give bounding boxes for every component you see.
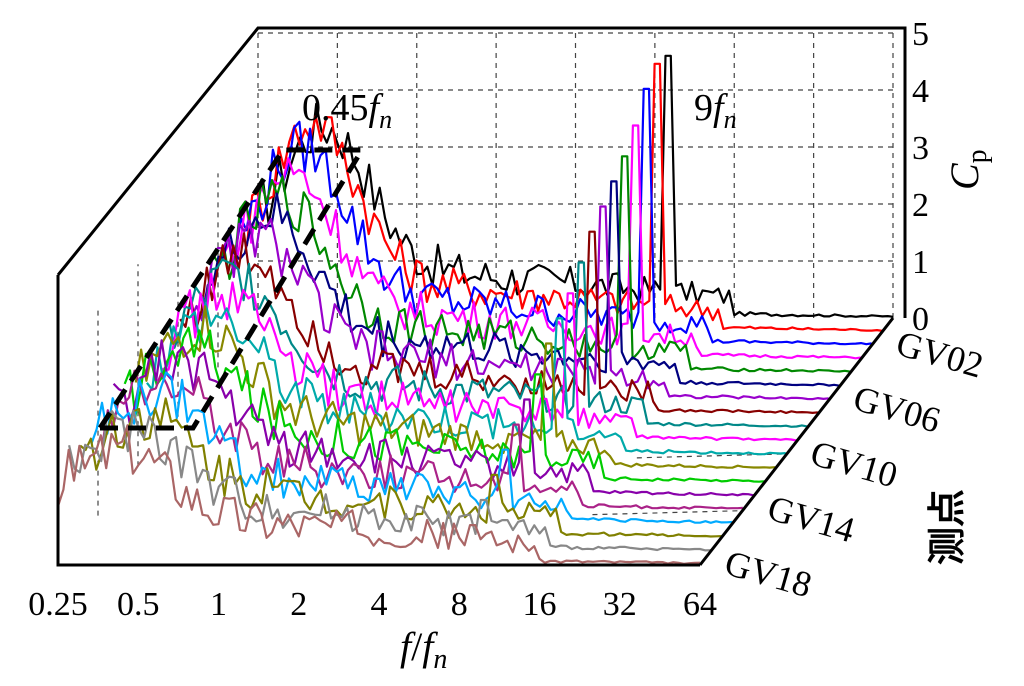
x-tick-label-8: 64 [683, 586, 717, 623]
series-line-15 [101, 369, 743, 510]
x-axis-title: f/fn [400, 624, 447, 675]
series-line-5 [212, 155, 851, 373]
z-tick-label-1: 1 [912, 244, 929, 281]
subharmonic-highlight-box [95, 147, 367, 431]
right-base-edge [698, 317, 895, 566]
z-tick-label-0: 0 [912, 301, 929, 338]
x-tick-label-2: 1 [210, 586, 227, 623]
series-line-2 [245, 62, 883, 332]
y-axis-title: 测点 [925, 489, 969, 565]
series-group [56, 54, 894, 565]
x-tick-label-7: 32 [603, 586, 637, 623]
probe-label-GV06: GV06 [849, 378, 945, 441]
x-tick-label-4: 4 [371, 586, 388, 623]
z-tick-label-5: 5 [912, 16, 929, 53]
x-tick-label-1: 0.5 [117, 586, 160, 623]
series-line-7 [190, 205, 829, 401]
probe-label-GV02: GV02 [892, 323, 988, 386]
top-edge [56, 26, 907, 318]
series-line-8 [179, 230, 819, 414]
probe-label-GV10: GV10 [806, 433, 902, 496]
series-line-18 [68, 409, 711, 552]
harmonic-annotation: 9fn [694, 87, 737, 134]
probe-label-GV14: GV14 [763, 488, 859, 551]
series-line-3 [234, 87, 872, 346]
z-tick-label-4: 4 [912, 73, 929, 110]
x-tick-label-0: 0.25 [28, 586, 88, 623]
x-tick-label-6: 16 [523, 586, 557, 623]
floor-grid-line-1 [592, 510, 743, 516]
series-line-6 [201, 180, 840, 387]
z-tick-label-3: 3 [912, 130, 929, 167]
probe-label-GV18: GV18 [721, 543, 817, 606]
subharmonic-annotation: 0.45fn [302, 87, 392, 134]
x-tick-label-3: 2 [290, 586, 307, 623]
series-line-12 [134, 305, 776, 469]
series-line-19 [56, 424, 701, 565]
series-line-9 [168, 258, 808, 428]
series-line-13 [123, 326, 765, 483]
series-line-1 [257, 54, 894, 318]
z-axis-title: Cp [942, 149, 993, 190]
series-line-16 [90, 371, 733, 524]
front-axes [56, 275, 700, 567]
x-tick-label-5: 8 [451, 586, 468, 623]
z-tick-label-2: 2 [912, 187, 929, 224]
axes-frame [56, 26, 907, 567]
series-line-4 [223, 124, 861, 360]
